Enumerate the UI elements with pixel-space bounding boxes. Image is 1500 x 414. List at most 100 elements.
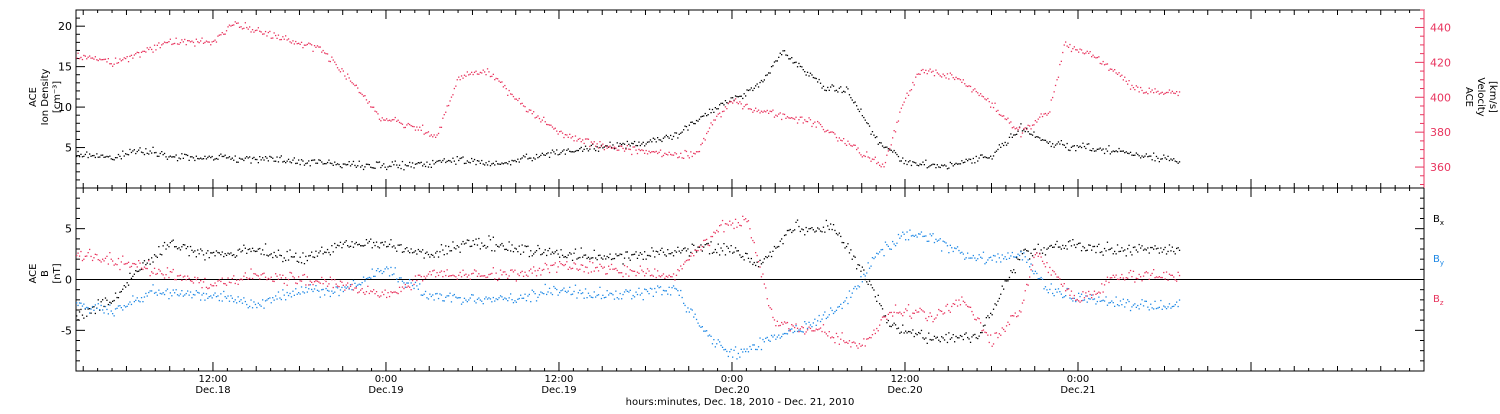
bz-series-point [563,264,565,267]
by-series-point [142,301,144,303]
bz-series-point [1073,294,1075,297]
density-series-point [773,61,776,63]
density-series-point [148,153,150,155]
bx-series-point [106,299,108,301]
by-series-point [566,291,568,294]
bx-series-point [512,251,515,253]
by-series-point [1101,300,1103,302]
density-series-point [324,163,326,165]
by-series-point [364,280,366,282]
by-series-point [857,285,859,287]
bx-series-point [76,315,78,317]
velocity-tick-label: 440 [1430,21,1451,34]
bz-series-point [1029,276,1031,278]
velocity-series-point [187,40,189,42]
by-series-point [1033,273,1035,275]
density-series-point [321,161,323,163]
density-series-point [850,97,852,99]
by-series-point [93,309,95,311]
density-series-point [815,77,817,80]
bx-series-point [377,246,379,248]
bz-series-point [132,262,134,265]
by-series-point [773,334,776,336]
bz-series-point [828,331,830,333]
velocity-series-point [155,49,157,51]
bx-series-point [664,254,666,256]
density-series-point [460,157,463,159]
velocity-series-point [1075,49,1077,51]
bx-series-point [805,226,807,229]
bx-series-point [241,250,244,252]
bx-series-point [1092,245,1094,248]
by-series-point [1066,287,1068,290]
bz-series-point [858,343,861,345]
bx-series-point [169,242,171,244]
bz-series-point [544,262,546,265]
bx-series-point [163,241,166,244]
density-series-point [551,149,554,151]
density-series-point [305,162,307,165]
by-series-point [498,297,500,299]
bz-series-point [383,293,385,296]
bz-series-point [1083,297,1086,299]
by-series-point [87,307,89,309]
density-series-point [1044,139,1047,141]
by-series-point [386,266,388,268]
bz-series-point [1008,323,1011,326]
bz-series-point [1098,291,1100,293]
by-series-point [945,242,947,244]
bx-series-point [533,253,535,255]
bz-series-point [1112,274,1114,276]
density-series-point [498,163,500,165]
density-series-point [117,153,120,156]
velocity-series-point [707,130,709,133]
velocity-series-point [1132,87,1135,89]
density-series-point [948,167,950,169]
bx-series-point [1078,242,1080,245]
bx-series-point [378,247,381,249]
bz-series-point [463,274,466,276]
by-series-point [1083,299,1086,301]
bx-series-point [149,263,151,265]
density-series-point [566,149,568,151]
by-series-point [388,275,391,277]
density-series-point [1096,148,1098,150]
bz-series-point [1151,272,1153,275]
by-series-point [975,259,977,262]
bz-series-point [468,274,470,276]
bz-series-point [453,275,455,277]
bz-series-point [312,283,314,286]
by-series-point [1096,300,1098,303]
bz-series-point [149,275,151,277]
bx-series-point [812,229,814,231]
by-series-point [1147,306,1149,308]
velocity-series-point [1026,128,1028,131]
bz-series-point [850,346,852,348]
density-series-point [1121,150,1123,152]
by-series-point [1079,295,1081,298]
density-series-point [205,158,208,160]
by-series-point [300,286,303,288]
density-series-point [688,124,690,126]
density-series-point [1020,123,1022,125]
by-series-point [191,297,193,299]
by-series-point [847,302,849,305]
velocity-series-point [530,109,532,111]
density-series-point [478,160,480,162]
velocity-series-point [257,27,259,29]
density-series-point [1047,142,1049,144]
by-series-point [463,297,466,299]
bz-series-point [674,279,676,281]
by-series-point [321,289,323,291]
bz-series-point [189,280,192,282]
by-series-point [560,290,562,292]
bx-series-point [275,255,277,257]
velocity-tick-label: 360 [1430,161,1451,174]
bx-series-point [945,333,947,336]
bz-series-point [381,291,383,293]
bz-series-point [1017,315,1019,317]
by-series-point [965,257,967,259]
bz-series-point [228,281,231,283]
velocity-series-point [695,151,698,153]
bz-series-point [77,252,79,254]
